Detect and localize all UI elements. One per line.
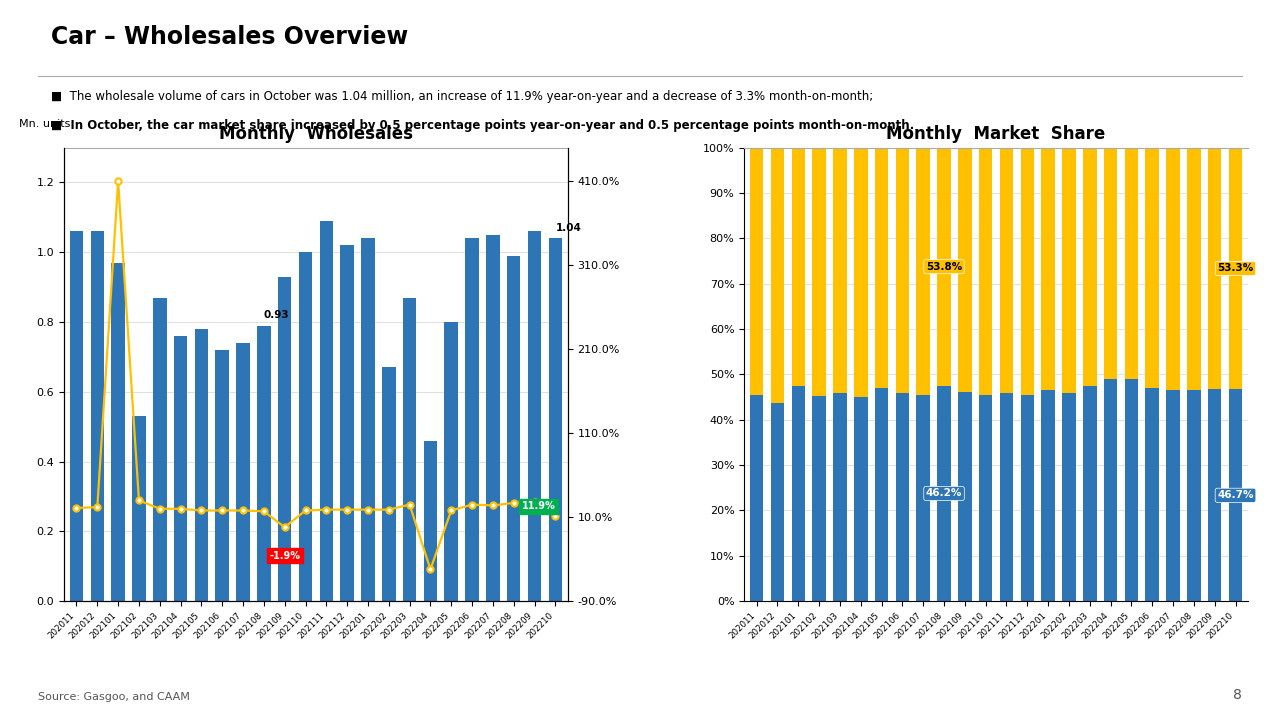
Text: 53.8%: 53.8% bbox=[925, 261, 963, 271]
Bar bbox=[937, 148, 951, 386]
Bar bbox=[424, 441, 438, 601]
Bar bbox=[1042, 148, 1055, 390]
Bar bbox=[1187, 390, 1201, 601]
Title: Monthly  Wholesales: Monthly Wholesales bbox=[219, 125, 413, 143]
Bar bbox=[1042, 390, 1055, 601]
Text: -1.9%: -1.9% bbox=[269, 551, 301, 561]
Bar bbox=[1062, 392, 1075, 601]
Bar bbox=[937, 386, 951, 601]
Bar bbox=[1020, 148, 1034, 395]
Bar bbox=[1020, 395, 1034, 601]
Bar bbox=[111, 263, 125, 601]
Bar bbox=[1125, 379, 1138, 601]
Bar bbox=[1229, 148, 1243, 390]
Bar bbox=[444, 322, 458, 601]
Bar bbox=[854, 397, 868, 601]
Bar bbox=[979, 148, 992, 395]
Bar bbox=[813, 148, 826, 396]
Text: 46.2%: 46.2% bbox=[925, 488, 963, 498]
Bar bbox=[195, 329, 209, 601]
Text: 1.04: 1.04 bbox=[556, 223, 581, 233]
Bar bbox=[791, 148, 805, 386]
Bar bbox=[771, 402, 785, 601]
Bar bbox=[1062, 148, 1075, 392]
Text: 53.3%: 53.3% bbox=[1217, 264, 1253, 274]
Bar bbox=[466, 238, 479, 601]
Bar bbox=[278, 276, 292, 601]
Bar bbox=[896, 148, 909, 392]
Bar bbox=[549, 238, 562, 601]
Bar bbox=[750, 395, 763, 601]
Text: Car – Wholesales Overview: Car – Wholesales Overview bbox=[51, 25, 408, 49]
Bar bbox=[1083, 148, 1097, 386]
Bar bbox=[507, 256, 521, 601]
Bar bbox=[1146, 148, 1158, 388]
Text: ■  The wholesale volume of cars in October was 1.04 million, an increase of 11.9: ■ The wholesale volume of cars in Octobe… bbox=[51, 90, 873, 103]
Bar bbox=[174, 336, 187, 601]
Bar bbox=[916, 148, 931, 395]
Bar bbox=[1166, 148, 1180, 390]
Text: 8: 8 bbox=[1233, 688, 1242, 702]
Bar bbox=[1146, 388, 1158, 601]
Bar bbox=[874, 148, 888, 388]
Bar bbox=[1083, 386, 1097, 601]
Bar bbox=[340, 246, 353, 601]
Bar bbox=[69, 231, 83, 601]
Text: ■  In October, the car market share increased by 0.5 percentage points year-on-y: ■ In October, the car market share incre… bbox=[51, 119, 914, 132]
Bar bbox=[257, 325, 270, 601]
Bar bbox=[527, 231, 541, 601]
Bar bbox=[959, 392, 972, 601]
Bar bbox=[1208, 390, 1221, 601]
Bar bbox=[1103, 148, 1117, 379]
Text: 0.93: 0.93 bbox=[264, 310, 289, 320]
Bar bbox=[298, 252, 312, 601]
Bar bbox=[916, 395, 931, 601]
Bar bbox=[1208, 148, 1221, 390]
Bar bbox=[1000, 148, 1014, 393]
Bar bbox=[132, 416, 146, 601]
Bar bbox=[1166, 390, 1180, 601]
Bar bbox=[833, 392, 846, 601]
Bar bbox=[1000, 393, 1014, 601]
Bar bbox=[1229, 390, 1243, 601]
Bar bbox=[750, 148, 763, 395]
Bar bbox=[1187, 148, 1201, 390]
Title: Monthly  Market  Share: Monthly Market Share bbox=[887, 125, 1106, 143]
Bar bbox=[403, 297, 416, 601]
Bar bbox=[1125, 148, 1138, 379]
Bar bbox=[320, 221, 333, 601]
Bar bbox=[381, 367, 396, 601]
Text: 11.9%: 11.9% bbox=[522, 501, 556, 511]
Bar bbox=[154, 297, 166, 601]
Text: Mn. units: Mn. units bbox=[19, 120, 70, 130]
Bar bbox=[959, 148, 972, 392]
Bar bbox=[979, 395, 992, 601]
Bar bbox=[91, 231, 104, 601]
Bar bbox=[361, 238, 375, 601]
Bar bbox=[874, 388, 888, 601]
Bar bbox=[237, 343, 250, 601]
Bar bbox=[833, 148, 846, 392]
Bar bbox=[486, 235, 499, 601]
Bar bbox=[771, 148, 785, 402]
Bar bbox=[854, 148, 868, 397]
Bar bbox=[896, 392, 909, 601]
Bar bbox=[1103, 379, 1117, 601]
Bar bbox=[791, 386, 805, 601]
Text: Source: Gasgoo, and CAAM: Source: Gasgoo, and CAAM bbox=[38, 692, 191, 702]
Bar bbox=[215, 350, 229, 601]
Bar bbox=[813, 396, 826, 601]
Text: 46.7%: 46.7% bbox=[1217, 490, 1253, 500]
